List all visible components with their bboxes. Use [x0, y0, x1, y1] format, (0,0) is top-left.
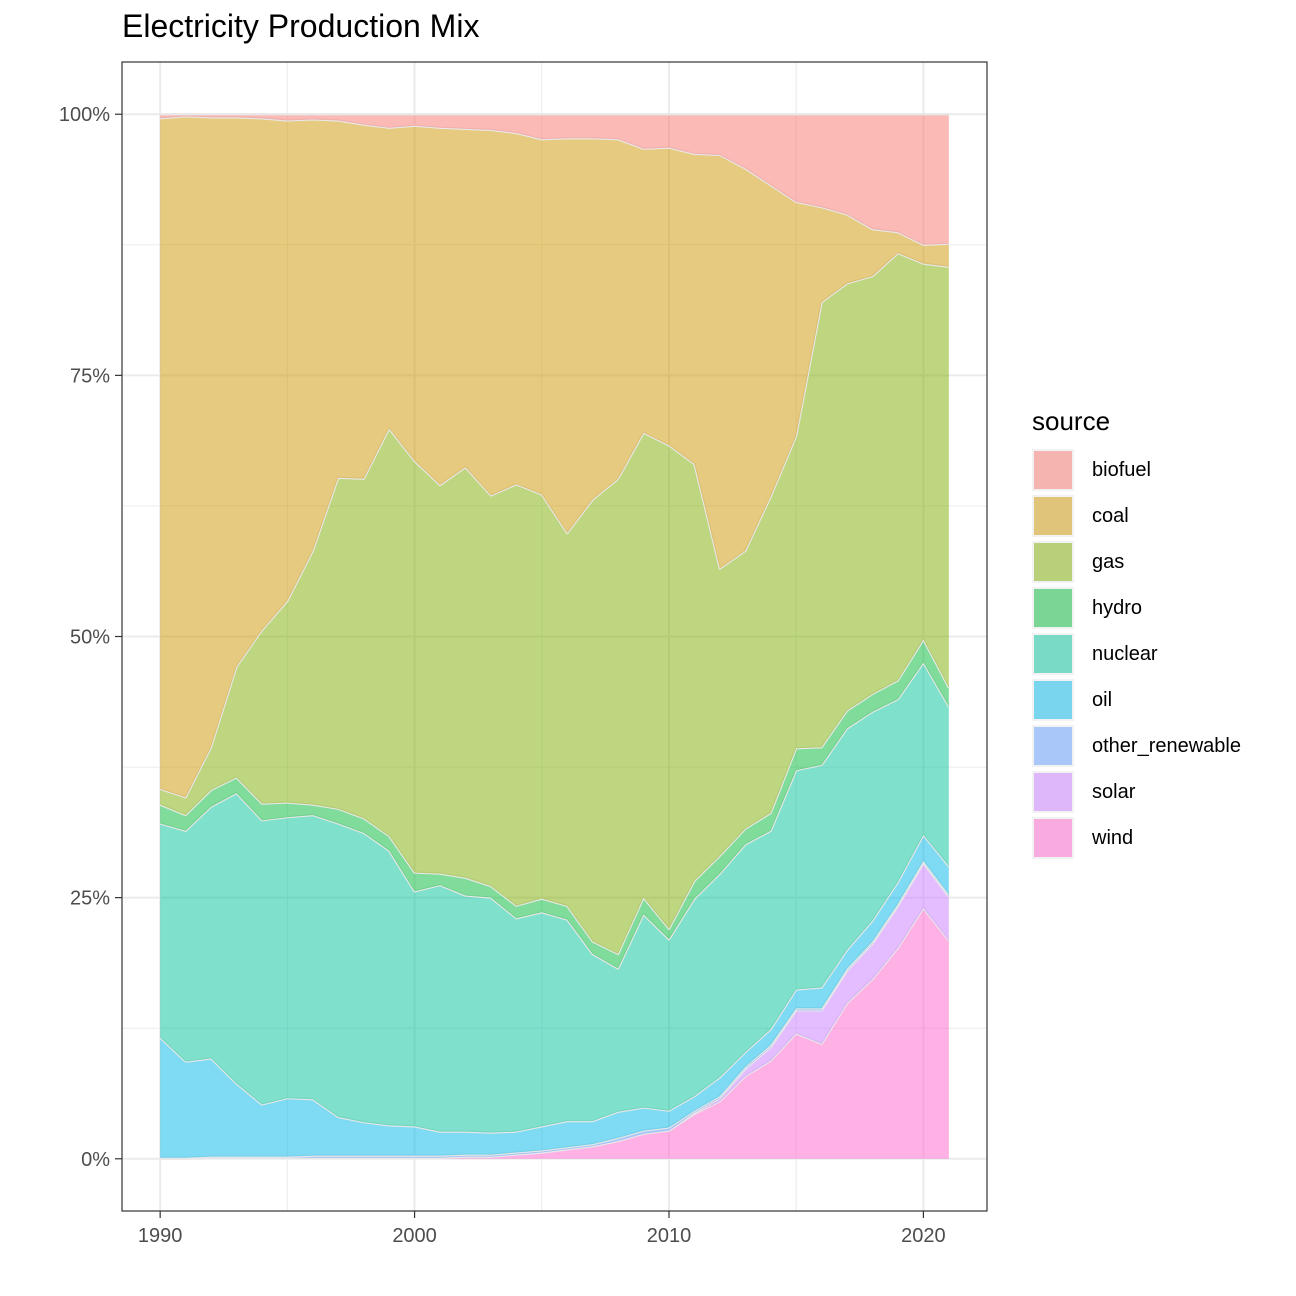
legend-item-other_renewable: other_renewable [1032, 723, 1241, 769]
legend-label: nuclear [1092, 642, 1158, 665]
axes: 0% 25% 50% 75% 100% 1990 2000 2010 2020 [59, 104, 946, 1247]
legend-label: biofuel [1092, 458, 1151, 481]
legend-swatch [1034, 497, 1072, 535]
area-coal [160, 116, 949, 798]
legend-key [1032, 817, 1074, 859]
area-nuclear [160, 662, 949, 1133]
legend-item-coal: coal [1032, 493, 1241, 539]
chart-title: Electricity Production Mix [122, 8, 480, 44]
y-tick-label: 0% [81, 1149, 110, 1171]
legend-label: solar [1092, 780, 1136, 803]
x-tick-label: 2020 [901, 1225, 946, 1247]
area-series [159, 113, 950, 1160]
legend-swatch [1034, 543, 1072, 581]
legend-items: biofuel coal gas hydro nuclear oil other_renew… [1032, 447, 1241, 861]
legend-key [1032, 633, 1074, 675]
y-tick-label: 75% [70, 365, 110, 387]
legend-label: wind [1092, 826, 1134, 849]
y-tick-label: 25% [70, 888, 110, 910]
legend-label: other_renewable [1092, 734, 1241, 757]
legend-key [1032, 771, 1074, 813]
x-tick-label: 2000 [392, 1225, 437, 1247]
y-tick-label: 100% [59, 104, 110, 126]
legend-swatch [1034, 819, 1072, 857]
area-gas [160, 253, 949, 955]
legend-key [1032, 679, 1074, 721]
legend-item-solar: solar [1032, 769, 1241, 815]
legend-title: source [1032, 406, 1111, 436]
legend-key [1032, 587, 1074, 629]
legend-item-gas: gas [1032, 539, 1241, 585]
legend-item-biofuel: biofuel [1032, 447, 1241, 493]
area-biofuel [160, 114, 949, 245]
legend-swatch [1034, 589, 1072, 627]
legend-swatch [1034, 727, 1072, 765]
legend-item-oil: oil [1032, 677, 1241, 723]
area-wind [160, 908, 949, 1159]
legend-swatch [1034, 773, 1072, 811]
legend-key [1032, 725, 1074, 767]
legend-label: oil [1092, 688, 1113, 711]
legend-swatch [1034, 635, 1072, 673]
legend-key [1032, 449, 1074, 491]
legend-label: hydro [1092, 596, 1143, 619]
x-tick-label: 2010 [647, 1225, 692, 1247]
legend-swatch [1034, 681, 1072, 719]
legend-swatch [1034, 451, 1072, 489]
legend-item-hydro: hydro [1032, 585, 1241, 631]
legend-label: gas [1092, 550, 1125, 573]
legend-label: coal [1092, 504, 1129, 527]
area-oil [160, 834, 949, 1158]
x-tick-label: 1990 [138, 1225, 183, 1247]
area-line-hydro [159, 638, 950, 956]
legend-key [1032, 541, 1074, 583]
legend-item-wind: wind [1032, 815, 1241, 861]
legend-key [1032, 495, 1074, 537]
y-tick-label: 50% [70, 627, 110, 649]
legend-item-nuclear: nuclear [1032, 631, 1241, 677]
legend: source biofuel coal gas hydro nuclear oil othe… [1032, 406, 1241, 861]
